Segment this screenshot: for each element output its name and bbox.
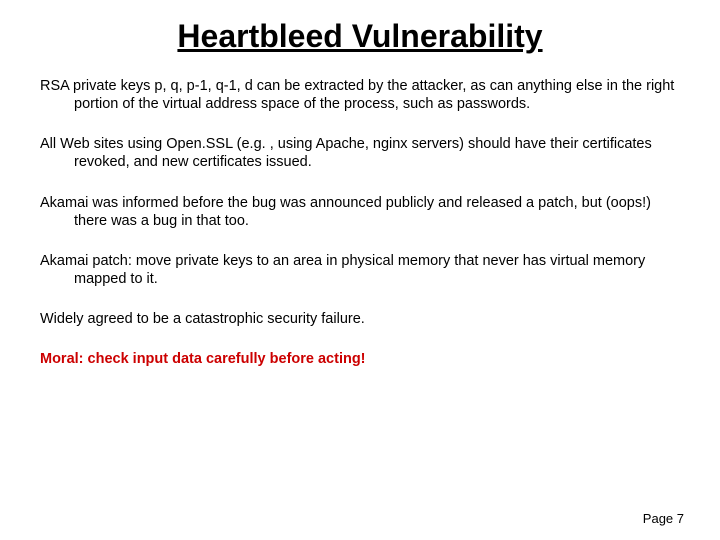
paragraph-5: Widely agreed to be a catastrophic secur… [74, 310, 680, 328]
paragraph-2: All Web sites using Open.SSL (e.g. , usi… [74, 135, 680, 171]
slide-title: Heartbleed Vulnerability [40, 18, 680, 55]
paragraph-3: Akamai was informed before the bug was a… [74, 194, 680, 230]
page-number: Page 7 [643, 511, 684, 526]
paragraph-4: Akamai patch: move private keys to an ar… [74, 252, 680, 288]
moral-line: Moral: check input data carefully before… [74, 350, 680, 368]
paragraph-1: RSA private keys p, q, p-1, q-1, d can b… [74, 77, 680, 113]
